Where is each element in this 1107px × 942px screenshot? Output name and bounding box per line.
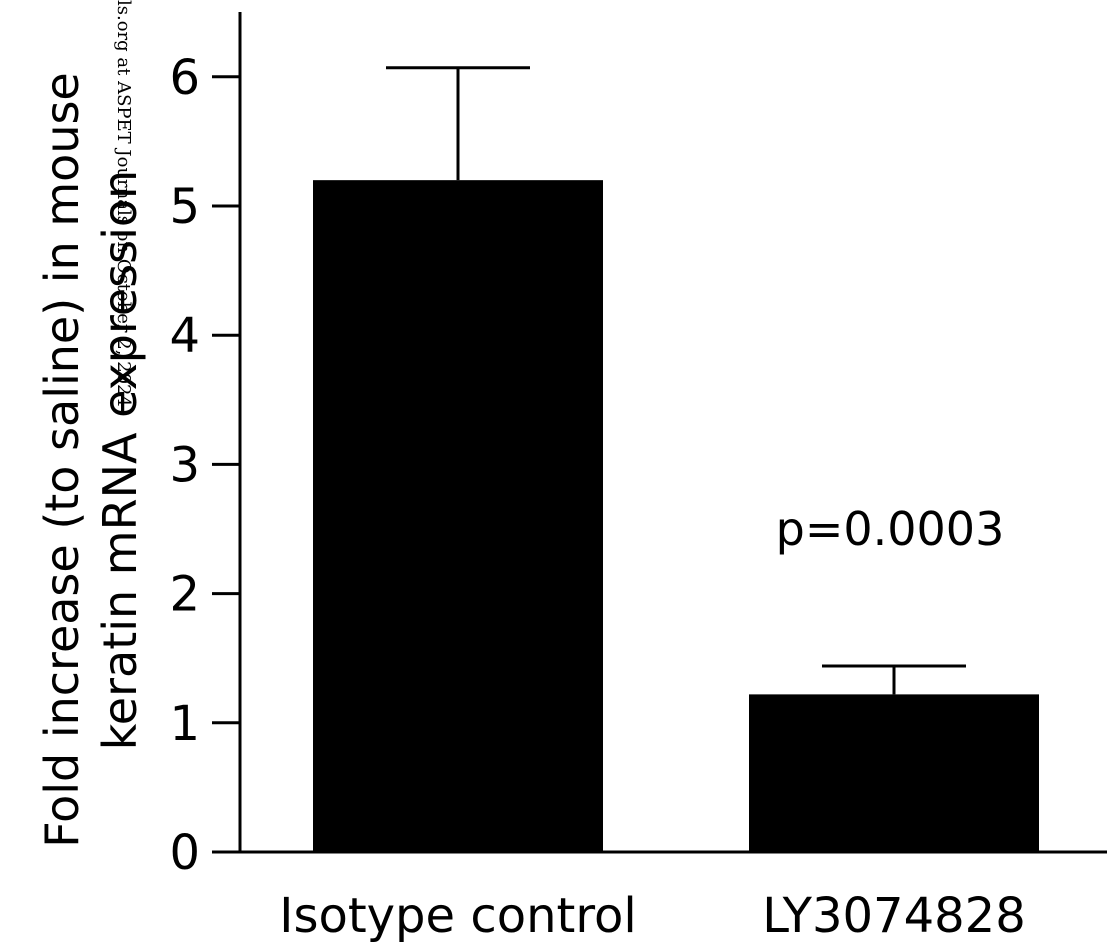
y-tick-label: 1 — [169, 696, 200, 752]
bar-1 — [313, 180, 603, 852]
chart-error-bars — [386, 66, 966, 695]
y-tick-label: 6 — [169, 50, 200, 106]
y-axis-label-line-2: keratin mRNA expression — [93, 170, 147, 750]
y-tick-label: 4 — [169, 308, 200, 364]
y-axis-label-line-1: Fold increase (to saline) in mouse — [35, 72, 89, 848]
watermark-text: ls.org at ASPET Journals on October 2, 2… — [113, 0, 134, 407]
y-tick-label: 2 — [169, 567, 200, 623]
y-tick-label: 0 — [169, 825, 200, 881]
y-axis-ticks: 0 1 2 3 4 5 6 — [169, 50, 240, 881]
chart-bars — [313, 180, 1039, 852]
y-tick-label: 5 — [169, 179, 200, 235]
y-axis-label: Fold increase (to saline) in mouse kerat… — [35, 72, 147, 848]
x-category-label: Isotype control — [279, 888, 636, 942]
p-value-annotation: p=0.0003 — [776, 502, 1005, 556]
x-axis-category-labels: Isotype control LY3074828 — [279, 888, 1025, 942]
bar-2 — [749, 694, 1039, 852]
y-tick-label: 3 — [169, 437, 200, 493]
x-category-label: LY3074828 — [762, 888, 1025, 942]
watermark-stamp: ls.org at ASPET Journals on October 2, 2… — [113, 0, 134, 407]
